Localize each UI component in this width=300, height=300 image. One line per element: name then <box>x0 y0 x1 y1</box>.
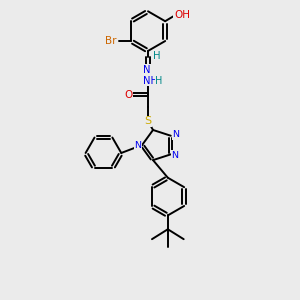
Text: NH: NH <box>143 76 158 85</box>
Text: N: N <box>171 151 178 160</box>
Text: OH: OH <box>174 10 190 20</box>
Text: O: O <box>124 89 132 100</box>
Text: N: N <box>143 65 151 75</box>
Text: N: N <box>172 130 179 139</box>
Text: H: H <box>155 76 163 85</box>
Text: N: N <box>135 140 142 149</box>
Text: Br: Br <box>105 36 117 46</box>
Text: S: S <box>145 116 152 126</box>
Text: H: H <box>153 51 161 61</box>
